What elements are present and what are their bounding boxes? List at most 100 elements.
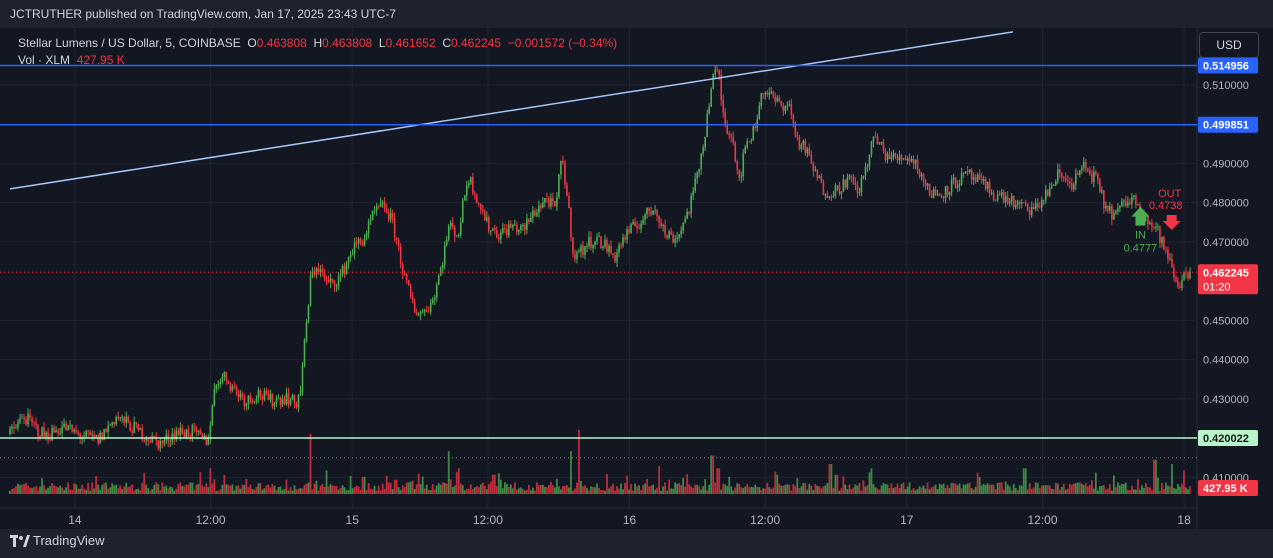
legend-low-value: 0.461652	[385, 36, 436, 50]
candle-body	[345, 263, 348, 274]
candle-body	[1117, 208, 1119, 212]
out-arrow-icon[interactable]	[1162, 214, 1181, 230]
volume-bar	[876, 488, 879, 494]
candle-body	[411, 296, 414, 302]
volume-bar	[1052, 489, 1055, 494]
candle-body	[229, 383, 232, 391]
volume-bar	[566, 485, 568, 494]
candle-body	[359, 239, 362, 242]
candle-body	[560, 161, 562, 175]
candle-body	[73, 429, 75, 432]
volume-bar	[1056, 483, 1059, 494]
candle-body	[1008, 201, 1011, 204]
volume-bar	[359, 489, 362, 494]
volume-bar	[81, 484, 84, 494]
volume-bar	[233, 490, 236, 494]
volume-bar	[856, 485, 859, 494]
volume-bar	[580, 480, 582, 494]
volume-bar	[435, 485, 438, 494]
volume-bar	[197, 484, 200, 494]
volume-bar	[21, 484, 23, 494]
volume-bar	[1010, 490, 1013, 494]
volume-bar	[413, 488, 416, 494]
candle-body	[233, 386, 236, 387]
candle-body	[453, 227, 456, 237]
volume-bar	[716, 468, 719, 494]
candle-body	[882, 141, 885, 151]
volume-bar	[1044, 485, 1047, 494]
candle-body	[754, 126, 757, 128]
volume-bar	[830, 464, 833, 494]
candle-body	[918, 170, 921, 177]
candle-body	[45, 432, 47, 437]
volume-bar	[341, 485, 344, 494]
candle-body	[680, 230, 682, 235]
volume-bar	[590, 486, 592, 494]
volume-bar	[794, 486, 797, 494]
candle-body	[748, 141, 751, 143]
volume-bar	[163, 486, 166, 494]
currency-button[interactable]: USD	[1199, 32, 1259, 58]
volume-bar	[65, 487, 67, 494]
volume-bar	[600, 490, 602, 494]
volume-bar	[457, 468, 460, 494]
volume-bar	[501, 488, 504, 494]
volume-bar	[736, 483, 739, 494]
volume-bar	[838, 490, 841, 494]
volume-bar	[1060, 486, 1063, 494]
volume-bar	[307, 482, 310, 494]
legend-symbol[interactable]: Stellar Lumens / US Dollar, 5, COINBASE	[18, 36, 241, 50]
volume-bar	[654, 489, 656, 494]
volume-bar	[602, 490, 604, 494]
candle-body	[79, 433, 81, 439]
volume-bar	[279, 486, 282, 494]
candle-body	[666, 235, 668, 239]
volume-bar	[449, 479, 452, 494]
candle-body	[1113, 212, 1115, 220]
publish-text: JCTRUTHER published on TradingView.com, …	[10, 7, 396, 21]
candle-body	[794, 122, 797, 135]
volume-bar	[161, 482, 164, 494]
candle-body	[183, 433, 186, 438]
volume-bar	[345, 490, 348, 494]
volume-bar	[866, 485, 869, 494]
candle-body	[868, 154, 871, 167]
volume-bar	[415, 484, 418, 494]
candle-body	[1002, 192, 1005, 203]
candle-body	[762, 93, 765, 95]
legend-volume-label[interactable]: Vol · XLM	[18, 53, 71, 67]
candle-body	[463, 195, 466, 201]
candle-body	[720, 74, 723, 101]
price-chart[interactable]: 0.510000 0.490000 0.480000 0.470000 0.450000…	[0, 28, 1273, 529]
annotation-out-value: 0.4738	[1149, 200, 1183, 212]
volume-bar	[850, 489, 853, 494]
candle-body	[313, 271, 316, 274]
candle-body	[542, 202, 544, 208]
volume-bar	[53, 485, 55, 494]
candle-body	[892, 153, 895, 157]
candle-body	[1187, 273, 1189, 279]
volume-bar	[517, 488, 520, 494]
trendline[interactable]	[9, 31, 1014, 190]
candle-body	[832, 195, 835, 197]
candle-body	[528, 218, 530, 222]
candle-body	[876, 136, 879, 145]
candle-body	[461, 200, 464, 223]
in-arrow-icon[interactable]	[1131, 206, 1150, 226]
volume-bar	[287, 490, 290, 494]
candle-body	[1185, 272, 1187, 274]
candle-body	[944, 186, 947, 198]
volume-bar	[1126, 489, 1129, 494]
volume-bar	[429, 490, 432, 494]
candle-body	[960, 173, 963, 185]
volume-bar	[421, 476, 424, 494]
candle-body	[445, 239, 448, 245]
candle-body	[107, 425, 109, 433]
candle-body	[181, 427, 184, 434]
candle-body	[395, 237, 398, 240]
chart-legend: Stellar Lumens / US Dollar, 5, COINBASE …	[18, 35, 617, 69]
volume-bar	[910, 490, 913, 494]
candle-body	[822, 182, 825, 195]
candle-body	[281, 399, 284, 405]
volume-bar	[143, 472, 146, 494]
